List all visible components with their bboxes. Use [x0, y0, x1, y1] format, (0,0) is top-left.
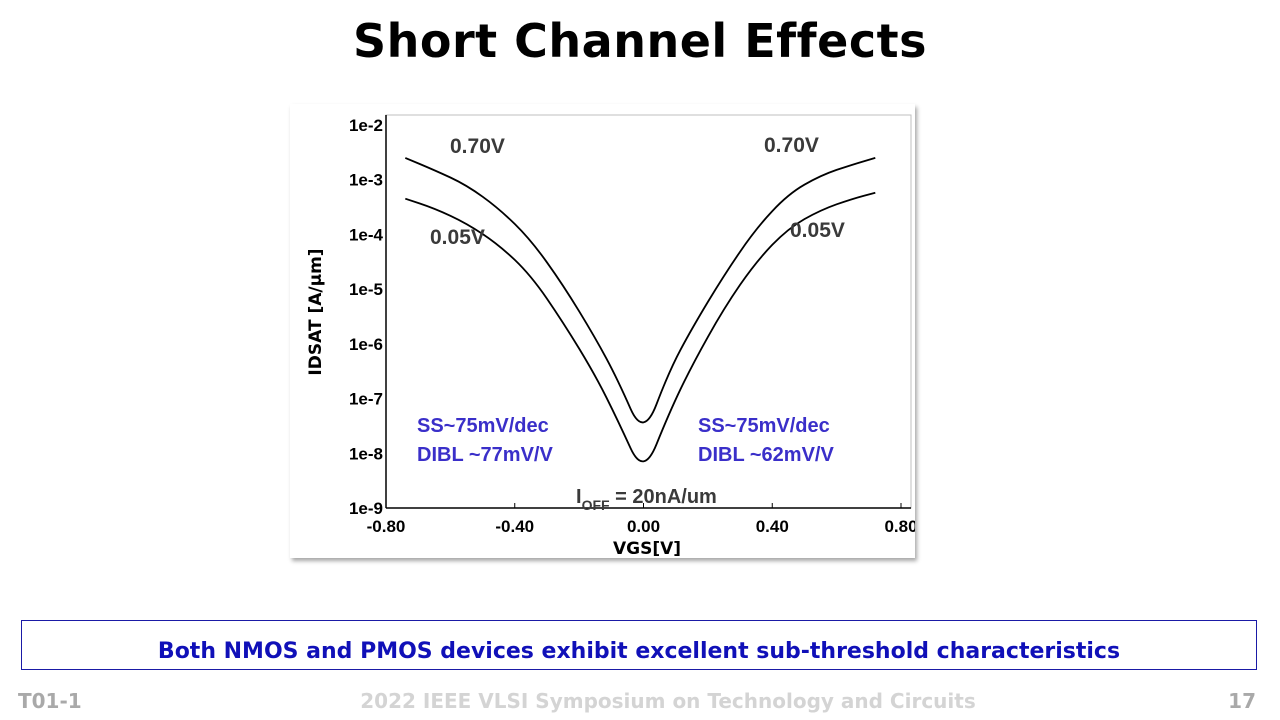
x-tick-label: 0.40 — [756, 517, 789, 536]
idsat-vs-vgs-chart: 1e-21e-31e-41e-51e-61e-71e-81e-9 -0.80 -0… — [306, 114, 915, 558]
x-tick-label: 0.80 — [884, 517, 915, 536]
ioff-subscript: OFF — [582, 497, 610, 513]
y-tick-label: 1e-8 — [349, 444, 383, 463]
x-axis-label: VGS[V] — [613, 539, 681, 558]
ioff-value: = 20nA/um — [610, 486, 717, 508]
y-tick-labels: 1e-2 1e-3 1e-4 1e-5 1e-6 1e-7 1e-8 1e-9 — [349, 116, 384, 518]
ioff-symbol: I — [576, 486, 582, 508]
series-line-005V — [405, 191, 876, 463]
conclusion-box: Both NMOS and PMOS devices exhibit excel… — [21, 620, 1257, 670]
footer-conference: 2022 IEEE VLSI Symposium on Technology a… — [360, 689, 976, 713]
left-ss-annotation: SS~75mV/dec — [417, 415, 549, 437]
series-lines — [404, 157, 876, 463]
x-tick-label: 0.00 — [627, 517, 660, 536]
series-line-070V — [404, 157, 876, 424]
label-left-005v: 0.05V — [430, 226, 485, 249]
slide-title: Short Channel Effects — [353, 14, 927, 68]
label-right-070v: 0.70V — [764, 134, 819, 157]
footer-page-number: 17 — [1228, 689, 1256, 713]
conclusion-text: Both NMOS and PMOS devices exhibit excel… — [157, 638, 1121, 664]
x-tick-labels: -0.80 -0.40 0.00 0.40 0.80 — [367, 503, 915, 536]
y-tick-label: 1e-9 — [349, 499, 383, 518]
chart-panel: 1e-2 1e-3 1e-4 1e-5 1e-6 1e-7 1e-8 1e-9 -0.80 -0… — [290, 104, 915, 558]
x-tick-label: -0.80 — [367, 517, 406, 536]
y-tick-label: 1e-4 — [349, 225, 384, 244]
y-tick-label: 1e-3 — [349, 171, 383, 190]
y-tick-label: 1e-6 — [349, 335, 383, 354]
left-dibl-annotation: DIBL ~77mV/V — [417, 444, 553, 466]
label-left-070v: 0.70V — [450, 135, 505, 158]
y-axis-label: IDSAT [A/μm] — [306, 248, 326, 375]
label-right-005v: 0.05V — [790, 219, 845, 242]
right-dibl-annotation: DIBL ~62mV/V — [698, 444, 834, 466]
y-tick-label: 1e-2 — [349, 116, 383, 135]
footer-session-id: T01-1 — [18, 689, 82, 713]
right-ss-annotation: SS~75mV/dec — [698, 415, 830, 437]
y-tick-label: 1e-7 — [349, 390, 383, 409]
y-tick-label: 1e-5 — [349, 280, 383, 299]
ioff-annotation: IOFF = 20nA/um — [576, 486, 717, 513]
x-tick-label: -0.40 — [495, 517, 534, 536]
